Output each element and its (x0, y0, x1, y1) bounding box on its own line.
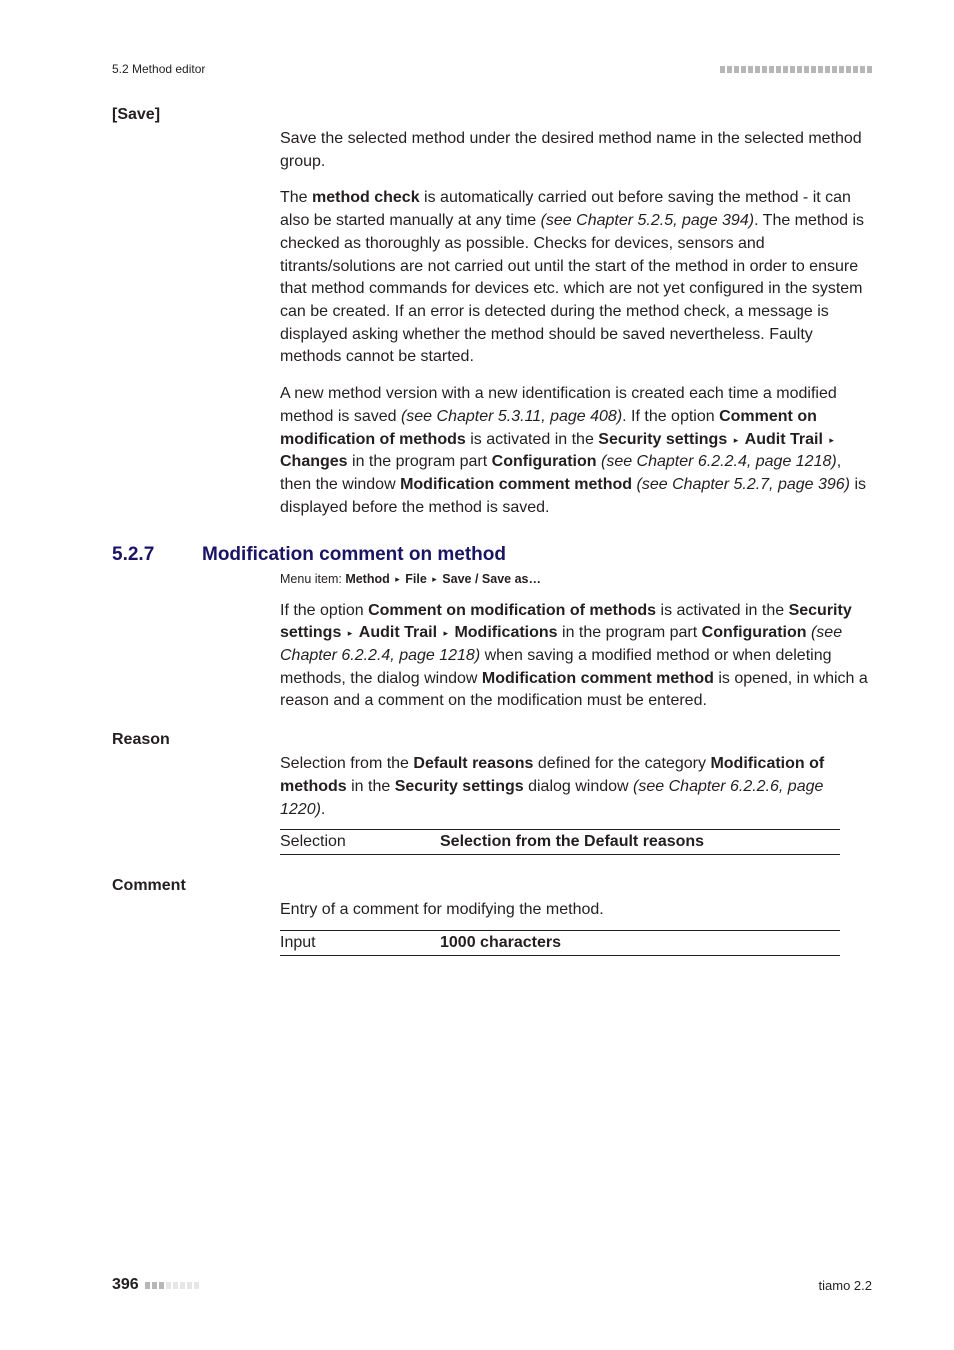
header-progress-bars (720, 66, 872, 73)
section-body: If the option Comment on modification of… (280, 600, 872, 714)
comment-row-label: Input (280, 930, 440, 955)
save-para3: A new method version with a new identifi… (280, 383, 872, 519)
save-para2: The method check is automatically carrie… (280, 187, 872, 369)
reason-term: Reason (112, 731, 872, 749)
footer-progress-bars (145, 1282, 199, 1289)
comment-table: Input 1000 characters (280, 930, 840, 956)
comment-body: Entry of a comment for modifying the met… (280, 899, 872, 922)
header-section-label: 5.2 Method editor (112, 62, 205, 76)
section-para: If the option Comment on modification of… (280, 600, 872, 714)
reason-row-value: Selection from the Default reasons (440, 830, 840, 855)
comment-row-value: 1000 characters (440, 930, 840, 955)
section-number: 5.2.7 (112, 544, 174, 566)
menu-path: Menu item: Method ▸ File ▸ Save / Save a… (280, 572, 872, 586)
running-header: 5.2 Method editor (112, 62, 872, 76)
page-number: 396 (112, 1276, 139, 1294)
reason-table: Selection Selection from the Default rea… (280, 829, 840, 855)
footer-right: tiamo 2.2 (819, 1278, 872, 1293)
page-footer: 396 tiamo 2.2 (112, 1276, 872, 1294)
footer-left: 396 (112, 1276, 199, 1294)
section-title: Modification comment on method (202, 544, 506, 566)
reason-body: Selection from the Default reasons defin… (280, 753, 872, 821)
table-row: Input 1000 characters (280, 930, 840, 955)
comment-term: Comment (112, 877, 872, 895)
comment-para: Entry of a comment for modifying the met… (280, 899, 872, 922)
section-heading: 5.2.7 Modification comment on method (112, 544, 872, 566)
save-body: Save the selected method under the desir… (280, 128, 872, 520)
save-term: [Save] (112, 106, 872, 124)
reason-para: Selection from the Default reasons defin… (280, 753, 872, 821)
table-row: Selection Selection from the Default rea… (280, 830, 840, 855)
save-para1: Save the selected method under the desir… (280, 128, 872, 173)
reason-row-label: Selection (280, 830, 440, 855)
